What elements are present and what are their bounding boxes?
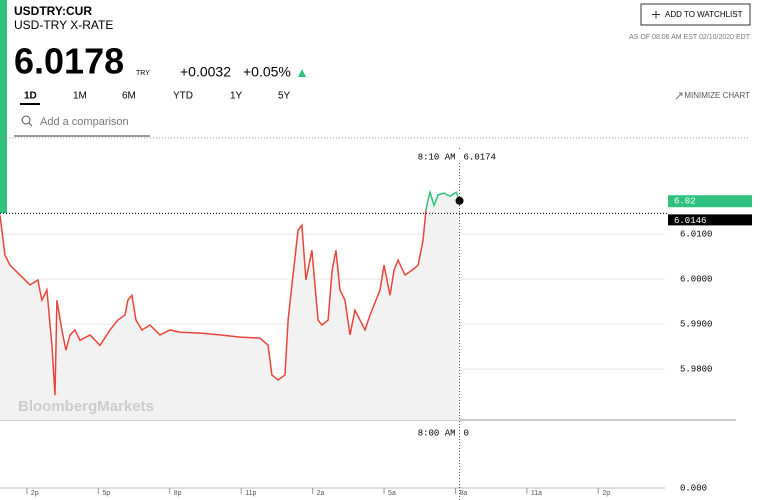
line	[425, 189, 461, 211]
range-tab[interactable]: YTD	[173, 91, 193, 102]
range-tab[interactable]: 1D	[24, 91, 37, 102]
x-tick-label: 11p	[245, 490, 256, 497]
range-tab[interactable]: 1Y	[230, 91, 243, 102]
x-tick-label: 5p	[102, 490, 110, 497]
search-icon	[21, 115, 31, 125]
accent-bar	[0, 0, 7, 213]
crosshair-tag	[405, 149, 505, 163]
search-icon	[28, 122, 33, 127]
crosshair-lower-time: 8:00 AM	[418, 428, 456, 438]
change: +0.0032	[180, 64, 231, 80]
range-tabs: 1D 1M 6M YTD 1Y 5Y	[20, 91, 291, 105]
previous-close-label: 6.0146	[674, 216, 706, 226]
minimize-icon	[675, 92, 683, 100]
crosshair-dot	[455, 196, 464, 205]
instrument-name: USD-TRY X-RATE	[14, 18, 113, 32]
change-pct: +0.05%	[243, 64, 291, 80]
watchlist-button[interactable]: ADD TO WATCHLIST	[640, 3, 751, 26]
area	[425, 192, 460, 420]
x-tick-label: 5a	[388, 490, 396, 497]
area	[0, 210, 426, 420]
comparison-input[interactable]: Add a comparison	[40, 116, 129, 128]
crosshair-lower-value: 0	[464, 428, 469, 438]
watermark: BloombergMarkets	[18, 398, 154, 415]
symbol: USDTRY:CUR	[14, 4, 92, 18]
x-tick-label: 2p	[602, 490, 610, 497]
crosshair-value: 6.0174	[464, 152, 496, 162]
price: 6.0178	[14, 41, 124, 82]
as-of: AS OF 08:06 AM EST 02/10/2020 EDT	[629, 34, 751, 41]
currency: TRY	[136, 70, 150, 77]
x-tick-label: 2p	[31, 490, 39, 497]
crosshair-time: 8:10 AM	[418, 152, 456, 162]
button-frame	[640, 3, 751, 26]
range-tab[interactable]: 6M	[122, 91, 136, 102]
line	[0, 210, 427, 396]
range-tab[interactable]: 1M	[73, 91, 87, 102]
current-tag	[668, 195, 752, 208]
previous-close-tag	[668, 214, 752, 226]
plus-icon	[652, 10, 660, 19]
x-tick-label: 8a	[459, 490, 467, 497]
y-tick-label: 6.0000	[680, 274, 712, 284]
range-tab[interactable]: 5Y	[278, 91, 291, 102]
minimize-chart[interactable]: MINIMIZE CHART	[684, 91, 750, 100]
y-tick-label: 6.0100	[680, 229, 712, 239]
current-label: 6.02	[674, 197, 696, 207]
y-tick-label: 5.9900	[680, 319, 712, 329]
lower-axis-label: 0.000	[680, 483, 707, 493]
up-arrow	[298, 69, 306, 77]
button-label: ADD TO WATCHLIST	[665, 10, 743, 19]
y-tick-label: 5.9800	[680, 365, 712, 375]
plot: 6.0100 6.0000 5.9900 5.9800 0.000 2p 5p 8p 11p 2a…	[0, 148, 752, 500]
x-tick-label: 11a	[531, 490, 542, 497]
x-tick-label: 8p	[174, 490, 182, 497]
x-tick-label: 2a	[317, 490, 325, 497]
